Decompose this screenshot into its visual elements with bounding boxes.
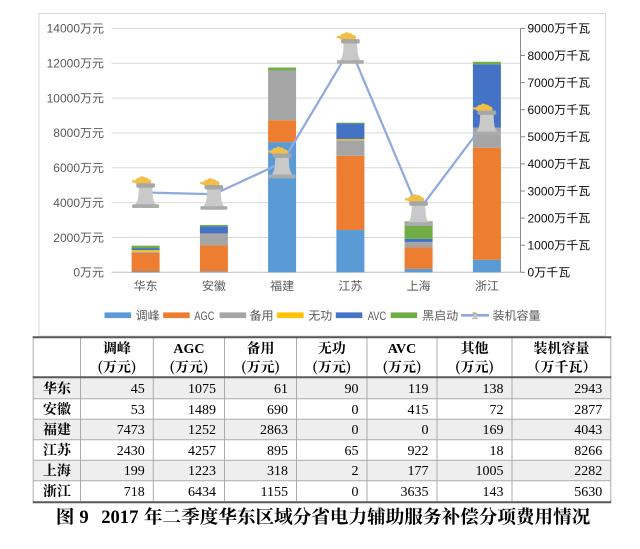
svg-text:45: 45	[131, 382, 145, 397]
svg-text:4000: 4000	[528, 157, 555, 171]
svg-text:2000: 2000	[53, 231, 80, 245]
svg-text:119: 119	[408, 382, 428, 397]
svg-text:8000: 8000	[53, 126, 80, 140]
svg-text:18: 18	[490, 444, 504, 459]
svg-text:138: 138	[483, 382, 504, 397]
svg-text:6000: 6000	[528, 103, 555, 117]
svg-text:AVC: AVC	[388, 342, 417, 357]
svg-text:1005: 1005	[476, 464, 504, 479]
svg-text:2943: 2943	[574, 382, 602, 397]
svg-text:177: 177	[408, 464, 429, 479]
svg-text:0: 0	[352, 403, 359, 418]
svg-text:1223: 1223	[188, 464, 216, 479]
svg-text:14000: 14000	[47, 22, 81, 36]
svg-text:2877: 2877	[574, 403, 602, 418]
svg-text:6434: 6434	[188, 485, 216, 500]
svg-text:922: 922	[408, 444, 429, 459]
svg-text:5000: 5000	[528, 130, 555, 144]
svg-text:7000: 7000	[528, 76, 555, 90]
svg-text:1155: 1155	[261, 485, 288, 500]
svg-text:0: 0	[352, 485, 359, 500]
svg-text:143: 143	[483, 485, 504, 500]
svg-text:6000: 6000	[53, 161, 80, 175]
svg-text:53: 53	[131, 403, 145, 418]
svg-text:0: 0	[528, 266, 535, 280]
svg-text:90: 90	[345, 382, 359, 397]
svg-text:0: 0	[352, 423, 359, 438]
svg-text:0: 0	[73, 266, 80, 280]
svg-text:8000: 8000	[528, 49, 555, 63]
svg-text:9: 9	[79, 507, 88, 528]
svg-text:10000: 10000	[47, 91, 81, 105]
svg-text:2: 2	[352, 464, 359, 479]
svg-text:AGC: AGC	[173, 342, 204, 357]
svg-text:0: 0	[422, 423, 429, 438]
svg-text:318: 318	[267, 464, 288, 479]
svg-text:690: 690	[267, 403, 288, 418]
svg-text:415: 415	[408, 403, 429, 418]
svg-text:2282: 2282	[574, 464, 602, 479]
svg-text:169: 169	[483, 423, 504, 438]
svg-text:61: 61	[274, 382, 288, 397]
svg-text:2017: 2017	[101, 507, 138, 528]
svg-text:4043: 4043	[574, 423, 602, 438]
svg-text:1489: 1489	[188, 403, 216, 418]
svg-text:7473: 7473	[117, 423, 145, 438]
svg-text:AGC: AGC	[194, 309, 214, 323]
svg-text:1000: 1000	[528, 239, 555, 253]
svg-text:AVC: AVC	[368, 309, 387, 323]
svg-text:4000: 4000	[53, 196, 80, 210]
svg-text:3000: 3000	[528, 184, 555, 198]
svg-text:65: 65	[345, 444, 359, 459]
svg-text:72: 72	[490, 403, 504, 418]
svg-text:1252: 1252	[188, 423, 216, 438]
svg-text:2430: 2430	[117, 444, 145, 459]
svg-text:2000: 2000	[528, 211, 555, 225]
svg-text:9000: 9000	[528, 22, 555, 36]
svg-text:4257: 4257	[188, 444, 216, 459]
svg-text:895: 895	[267, 444, 288, 459]
svg-text:3635: 3635	[401, 485, 429, 500]
svg-text:199: 199	[124, 464, 145, 479]
svg-text:2863: 2863	[260, 423, 288, 438]
svg-text:5630: 5630	[574, 485, 602, 500]
svg-text:8266: 8266	[574, 444, 602, 459]
svg-text:718: 718	[124, 485, 145, 500]
svg-text:12000: 12000	[47, 57, 81, 71]
svg-text:1075: 1075	[188, 382, 216, 397]
